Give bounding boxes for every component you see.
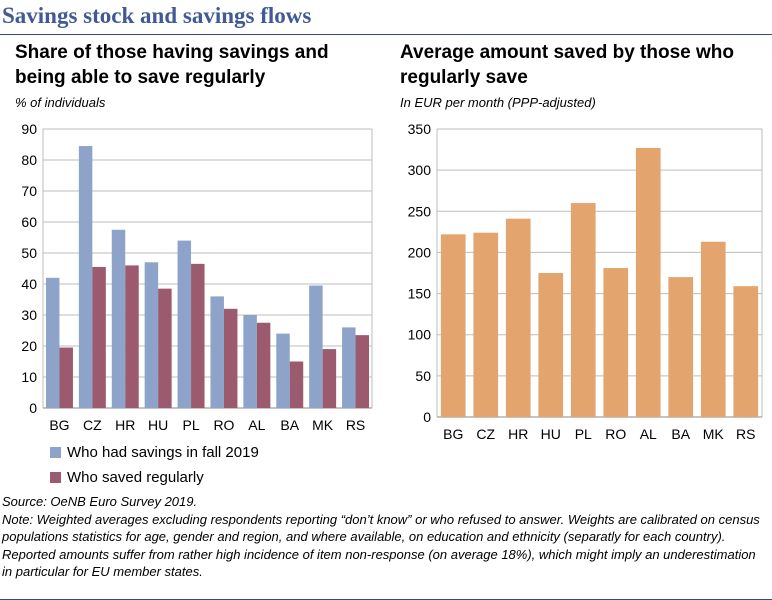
left-x-tick-label: RO [213,417,234,433]
left-bar-savings-ba [276,333,290,408]
right-chart-unit: In EUR per month (PPP-adjusted) [400,95,596,110]
left-x-tick-label: BG [49,417,69,433]
left-bar-regular-ba [289,361,304,408]
left-bar-savings-cz [78,146,93,409]
notes-block: Source: OeNB Euro Survey 2019. Note: Wei… [2,493,767,581]
legend-swatch-savings [50,446,61,458]
right-bar-amount-ro [603,268,629,417]
right-x-tick-label: AL [640,426,657,442]
right-bar-amount-al [635,147,661,417]
left-bar-regular-al [256,322,271,408]
left-y-tick-label: 20 [21,338,37,354]
left-bar-savings-ro [210,296,224,408]
left-bar-regular-mk [322,349,337,408]
left-bar-savings-bg [45,277,60,408]
left-bar-savings-hr [111,229,126,408]
left-chart-legend: Who had savings in fall 2019 Who saved r… [50,441,259,491]
left-y-tick-label: 0 [29,400,37,416]
left-x-tick-label: PL [182,417,199,433]
left-y-tick-label: 60 [21,214,37,230]
note-text: Note: Weighted averages excluding respon… [2,511,760,580]
right-x-tick-label: BA [671,426,690,442]
left-x-tick-label: AL [248,417,265,433]
right-y-tick-label: 0 [423,409,431,425]
right-y-tick-label: 350 [408,121,432,137]
right-x-tick-label: CZ [476,426,495,442]
left-bar-savings-al [243,315,257,408]
left-x-tick-label: HR [115,417,135,433]
left-chart-title: Share of those having savings and being … [15,42,329,88]
left-bar-savings-pl [177,240,192,408]
right-bar-amount-hu [538,273,564,417]
source-text: Source: OeNB Euro Survey 2019. [2,494,198,509]
header-bar: Savings stock and savings flows [0,0,772,35]
left-bar-regular-cz [92,266,106,408]
right-bar-amount-cz [473,232,499,417]
right-bar-amount-rs [733,286,759,417]
right-bar-amount-mk [700,241,726,417]
left-bar-regular-rs [355,335,370,408]
left-y-tick-label: 90 [21,121,37,137]
right-bar-amount-hr [505,218,531,417]
left-x-tick-label: HU [148,417,168,433]
right-chart-title: Average amount saved by those who regula… [400,42,734,88]
right-x-tick-label: BG [443,426,463,442]
legend-item-regular: Who saved regularly [50,466,259,488]
left-bar-regular-ro [223,308,238,408]
left-y-tick-label: 40 [21,276,37,292]
right-x-tick-label: PL [575,426,592,442]
right-y-tick-label: 300 [408,162,432,178]
left-bar-savings-hu [144,262,159,408]
right-y-tick-label: 100 [408,327,432,343]
legend-label-savings: Who had savings in fall 2019 [67,443,259,461]
left-bar-regular-pl [191,263,205,408]
right-x-tick-label: HR [508,426,528,442]
legend-swatch-regular [50,471,61,483]
right-bar-amount-pl [570,203,596,417]
right-bar-amount-bg [440,234,466,417]
right-y-tick-label: 200 [408,244,432,260]
left-bar-regular-hr [125,265,139,408]
right-y-tick-label: 50 [415,368,431,384]
left-bar-savings-rs [342,327,356,408]
left-bar-savings-mk [309,285,323,408]
left-y-tick-label: 70 [21,183,37,199]
legend-item-savings: Who had savings in fall 2019 [50,441,259,463]
main-title: Savings stock and savings flows [2,3,312,28]
right-x-tick-label: MK [703,426,725,442]
legend-label-regular: Who saved regularly [67,468,204,486]
left-chart-unit: % of individuals [15,95,106,110]
left-x-tick-label: MK [312,417,334,433]
left-bar-regular-hu [158,288,172,408]
left-y-tick-label: 80 [21,152,37,168]
left-x-tick-label: BA [280,417,299,433]
right-x-tick-label: HU [541,426,561,442]
right-y-tick-label: 250 [408,203,432,219]
right-x-tick-label: RS [736,426,755,442]
right-y-tick-label: 150 [408,286,432,302]
right-x-tick-label: RO [605,426,626,442]
left-x-tick-label: RS [346,417,365,433]
left-y-tick-label: 30 [21,307,37,323]
right-bar-amount-ba [668,277,694,417]
left-bar-regular-bg [59,347,73,408]
left-y-tick-label: 10 [21,369,37,385]
left-y-tick-label: 50 [21,245,37,261]
left-x-tick-label: CZ [83,417,102,433]
